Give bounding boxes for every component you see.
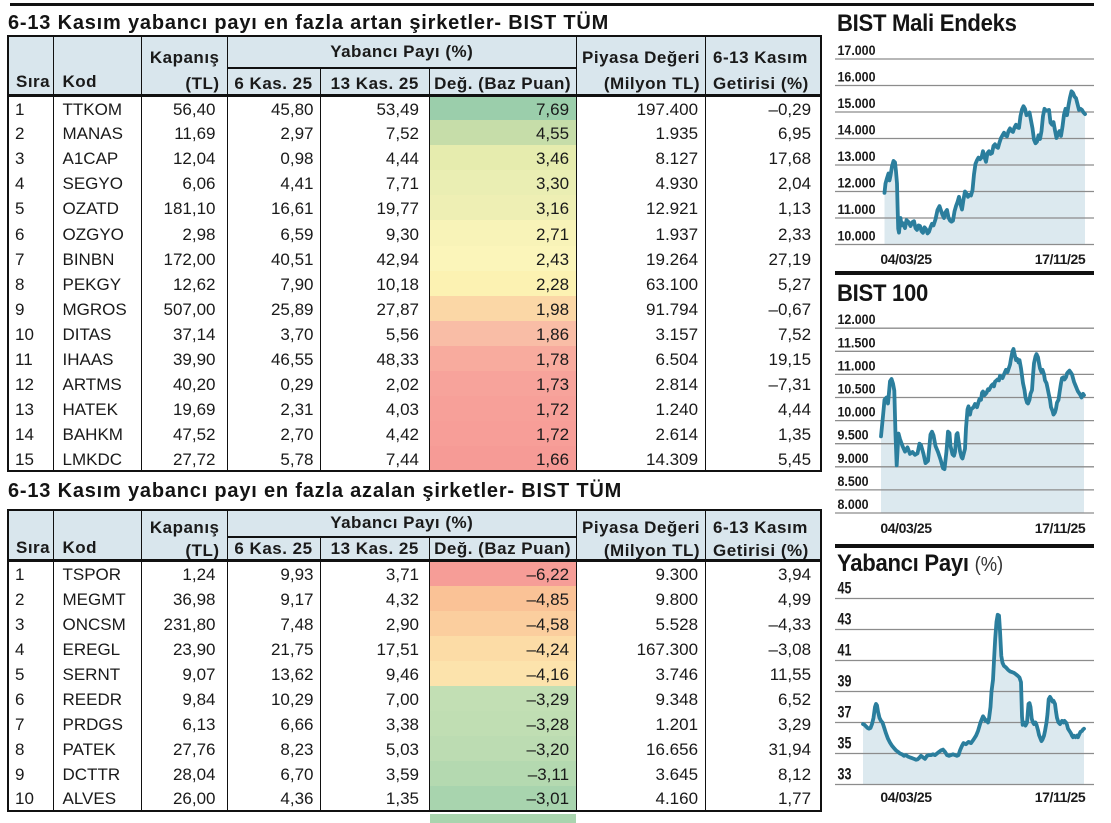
svg-text:12.000: 12.000 (838, 312, 876, 327)
svg-text:04/03/25: 04/03/25 (880, 520, 932, 536)
svg-text:04/03/25: 04/03/25 (880, 251, 932, 267)
svg-text:9.500: 9.500 (838, 428, 869, 443)
svg-text:43: 43 (838, 611, 852, 629)
svg-text:17/11/25: 17/11/25 (1035, 520, 1086, 536)
svg-text:17/11/25: 17/11/25 (1035, 251, 1086, 267)
svg-text:8.500: 8.500 (838, 474, 869, 489)
svg-text:14.000: 14.000 (838, 122, 876, 137)
svg-text:37: 37 (838, 704, 852, 722)
svg-text:17.000: 17.000 (838, 43, 876, 58)
svg-text:45: 45 (838, 580, 852, 598)
svg-text:8.000: 8.000 (838, 497, 869, 512)
svg-text:35: 35 (838, 735, 852, 753)
svg-text:12.000: 12.000 (838, 175, 876, 190)
svg-text:11.500: 11.500 (838, 335, 876, 350)
svg-text:13.000: 13.000 (838, 149, 876, 164)
svg-text:10.000: 10.000 (838, 405, 876, 420)
svg-text:33: 33 (838, 766, 852, 784)
svg-text:39: 39 (838, 673, 852, 691)
svg-text:11.000: 11.000 (838, 202, 876, 217)
svg-text:41: 41 (838, 642, 852, 660)
svg-text:9.000: 9.000 (838, 451, 869, 466)
svg-text:15.000: 15.000 (838, 96, 876, 111)
svg-text:10.000: 10.000 (838, 228, 876, 243)
svg-text:17/11/25: 17/11/25 (1035, 789, 1086, 805)
svg-text:04/03/25: 04/03/25 (880, 789, 932, 805)
svg-text:10.500: 10.500 (838, 382, 876, 397)
svg-text:16.000: 16.000 (838, 69, 876, 84)
svg-text:11.000: 11.000 (838, 358, 876, 373)
